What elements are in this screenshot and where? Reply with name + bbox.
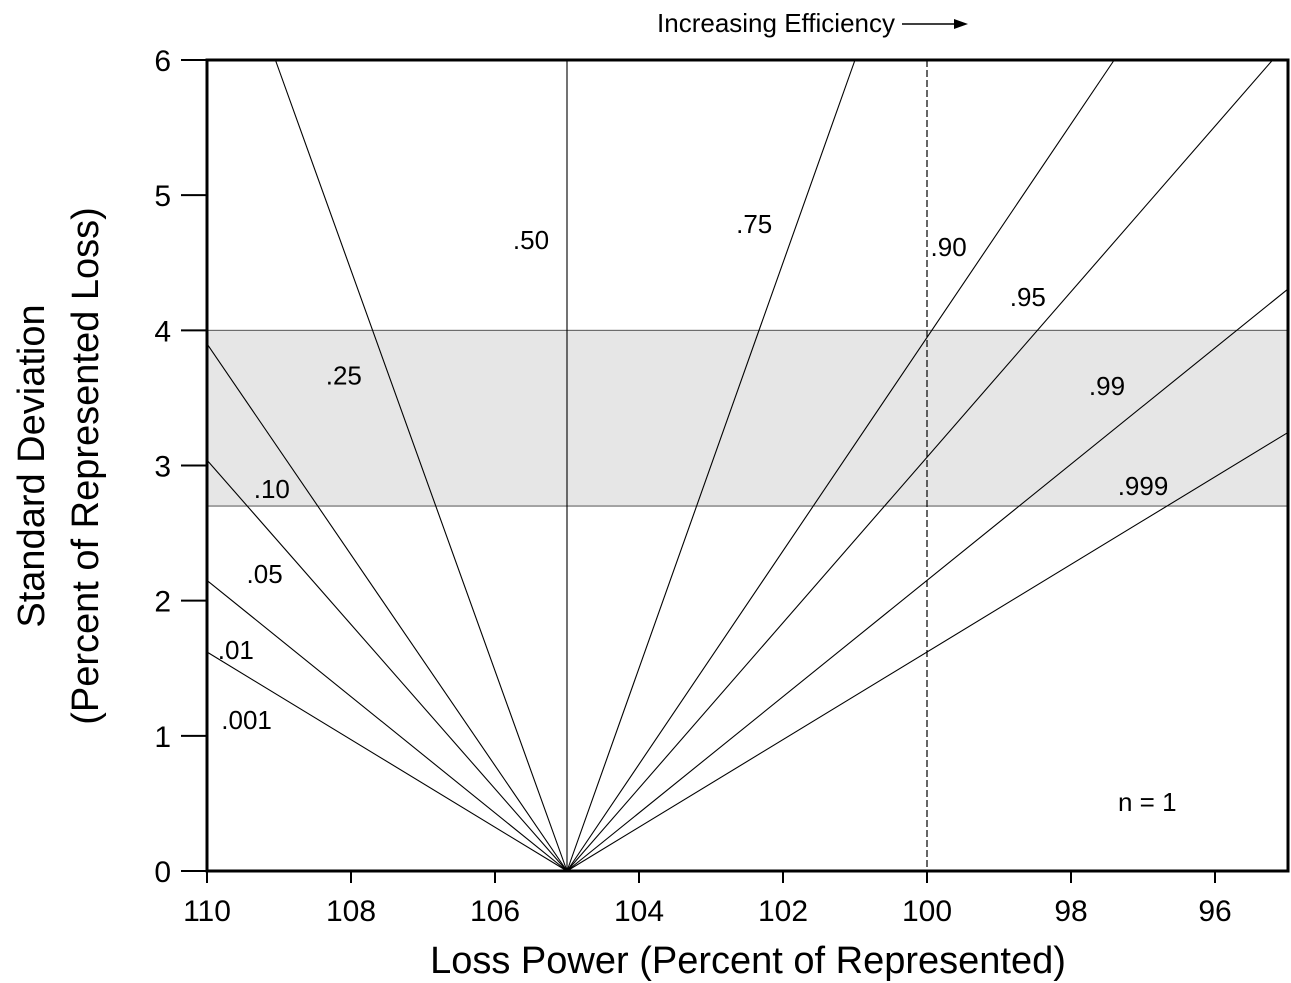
- arrow-head-icon: [954, 19, 968, 29]
- x-axis: 110 108 106 104 102 100 98 96: [183, 871, 1232, 928]
- x-tick-label-3: 104: [614, 895, 664, 928]
- x-tick-label-0: 110: [183, 895, 231, 928]
- series-line-7: [566, 59, 1115, 872]
- series-label-1: .01: [218, 635, 254, 665]
- x-axis-title: Loss Power (Percent of Represented): [430, 940, 1066, 982]
- y-axis: 0 1 2 3 4 5 6: [154, 45, 207, 889]
- series-label-6: .75: [736, 209, 772, 239]
- y-tick-label-0: 0: [154, 856, 171, 889]
- x-tick-label-7: 96: [1198, 895, 1231, 928]
- x-tick-label-1: 108: [326, 895, 376, 928]
- x-tick-label-4: 102: [758, 895, 808, 928]
- series-line-4: [274, 59, 568, 872]
- x-tick-label-6: 98: [1054, 895, 1087, 928]
- series-line-3: [206, 343, 568, 872]
- series-label-9: .99: [1089, 371, 1125, 401]
- n-annotation: n = 1: [1118, 787, 1177, 817]
- y-tick-label-3: 3: [154, 451, 171, 484]
- y-axis-title-line2: (Percent of Represented Loss): [65, 207, 107, 725]
- series-label-2: .05: [247, 559, 283, 589]
- x-tick-label-2: 106: [470, 895, 520, 928]
- series-line-6: [566, 59, 856, 872]
- y-tick-label-4: 4: [154, 315, 171, 348]
- y-tick-label-5: 5: [154, 180, 171, 213]
- y-tick-label-1: 1: [154, 721, 171, 754]
- x-tick-label-5: 100: [902, 895, 952, 928]
- series-line-2: [206, 459, 568, 872]
- series-label-7: .90: [931, 232, 967, 262]
- series-line-8: [566, 59, 1274, 872]
- y-tick-label-2: 2: [154, 586, 171, 619]
- y-axis-title-line1: Standard Deviation: [11, 304, 53, 627]
- series-line-1: [206, 579, 568, 872]
- series-label-10: .999: [1118, 471, 1169, 501]
- series-label-0: .001: [221, 705, 272, 735]
- shaded-band: [206, 329, 1289, 507]
- y-tick-label-6: 6: [154, 45, 171, 78]
- series-label-8: .95: [1010, 282, 1046, 312]
- series-label-4: .25: [326, 360, 362, 390]
- series-line-0: [206, 651, 568, 872]
- top-annotation: Increasing Efficiency: [657, 8, 895, 38]
- series-label-5: .50: [513, 225, 549, 255]
- series-label-3: .10: [254, 474, 290, 504]
- series-labels: .001 .01 .05 .10 .25 .50 .75 .90 .95 .99 .999: [218, 209, 1169, 735]
